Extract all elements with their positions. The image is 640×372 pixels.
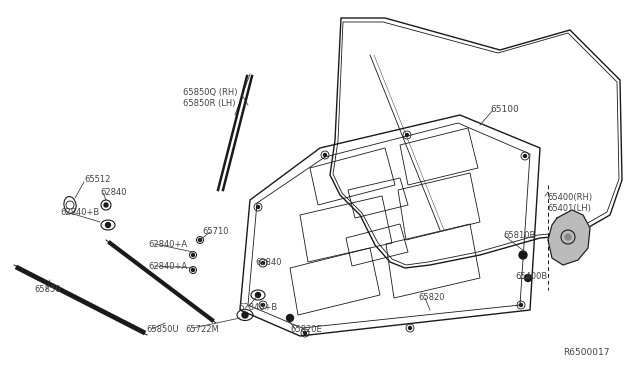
Circle shape	[520, 304, 522, 307]
Text: 62840+B: 62840+B	[60, 208, 99, 217]
Circle shape	[257, 205, 259, 208]
Text: 65401(LH): 65401(LH)	[547, 204, 591, 213]
Circle shape	[104, 203, 108, 207]
Circle shape	[287, 314, 294, 321]
Circle shape	[106, 222, 111, 228]
Circle shape	[519, 251, 527, 259]
Text: 65850Q (RH): 65850Q (RH)	[183, 88, 237, 97]
Text: 65400(RH): 65400(RH)	[547, 193, 592, 202]
Text: 62840+A: 62840+A	[148, 262, 187, 271]
Polygon shape	[548, 210, 590, 265]
Text: 62840+A: 62840+A	[148, 240, 187, 249]
Circle shape	[524, 154, 527, 157]
Circle shape	[565, 234, 571, 240]
Circle shape	[198, 238, 202, 241]
Text: R6500017: R6500017	[563, 348, 609, 357]
Text: 62840+B: 62840+B	[238, 303, 277, 312]
Text: 65810B: 65810B	[503, 231, 536, 240]
Circle shape	[525, 275, 531, 282]
Text: 65850R (LH): 65850R (LH)	[183, 99, 236, 108]
Text: 65722M: 65722M	[185, 325, 219, 334]
Text: 65710: 65710	[202, 227, 228, 236]
Circle shape	[262, 304, 264, 307]
Text: 62840: 62840	[100, 188, 127, 197]
Circle shape	[191, 253, 195, 257]
Circle shape	[303, 331, 307, 334]
Text: 62840: 62840	[255, 258, 282, 267]
Text: 65100: 65100	[490, 105, 519, 114]
Text: 65400B: 65400B	[515, 272, 547, 281]
Circle shape	[323, 154, 326, 157]
Circle shape	[406, 134, 408, 137]
Text: 65512: 65512	[84, 175, 110, 184]
Circle shape	[255, 292, 260, 298]
Circle shape	[242, 312, 248, 318]
Text: 65850: 65850	[34, 285, 61, 294]
Circle shape	[262, 262, 264, 264]
Text: 65820: 65820	[418, 293, 445, 302]
Text: 65850U: 65850U	[146, 325, 179, 334]
Text: 65820E: 65820E	[290, 325, 322, 334]
Circle shape	[191, 269, 195, 272]
Circle shape	[408, 327, 412, 330]
